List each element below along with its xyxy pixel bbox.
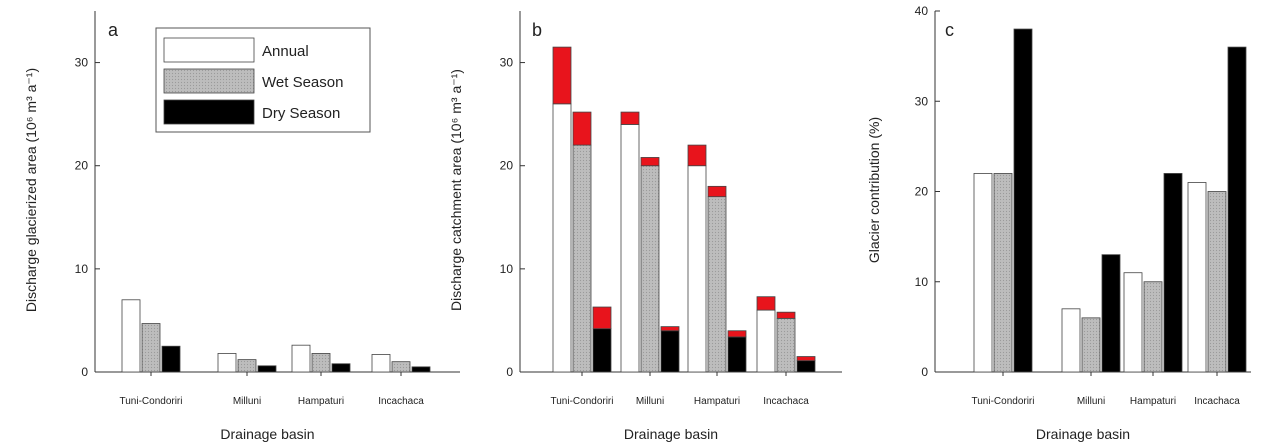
panel-label: a [108, 20, 119, 40]
chart-panel-c: 0 10 20 30 40 Tuni-Condoriri Milluni Hampaturi I… [866, 4, 1251, 442]
x-tick-label: Incachaca [763, 396, 809, 407]
bar-annual [1187, 182, 1207, 373]
x-tick-label: Tuni-Condoriri [551, 396, 614, 407]
y-tick-label: 30 [500, 56, 514, 70]
x-tick-label: Hampaturi [694, 396, 740, 407]
bar-annual [620, 124, 640, 373]
bar-annual [371, 354, 391, 373]
bar-annual [756, 309, 776, 373]
y-axis-title: Discharge catchment area (10⁶ m³ a⁻¹) [448, 69, 464, 311]
y-tick-label: 20 [915, 185, 929, 199]
legend-swatch-annual [163, 37, 255, 63]
bar-dry [1227, 46, 1247, 373]
bar-wet [1143, 281, 1163, 373]
bar-dry [727, 336, 747, 373]
bar-wet-glacier [640, 157, 660, 167]
panel-label: c [945, 20, 954, 40]
bar-wet [1081, 317, 1101, 373]
bar-dry-glacier [727, 330, 747, 338]
y-tick-label: 10 [500, 262, 514, 276]
y-tick-label: 20 [75, 159, 89, 173]
legend-swatch-dry [163, 99, 255, 125]
bar-annual [291, 344, 311, 373]
x-tick-label: Tuni-Condoriri [120, 396, 183, 407]
bar-annual [1123, 272, 1143, 373]
bar-wet [1207, 191, 1227, 373]
bar-wet [391, 361, 411, 373]
bar-annual [552, 103, 572, 373]
bar-dry [257, 365, 277, 373]
bar-annual [687, 165, 707, 373]
bar-annual [121, 299, 141, 373]
y-axis-title: Discharge glacierized area (10⁶ m³ a⁻¹) [23, 68, 39, 312]
y-tick-label: 0 [81, 365, 88, 379]
x-tick-label: Hampaturi [298, 396, 344, 407]
bar-annual-glacier [756, 296, 776, 311]
legend-swatch-wet [163, 68, 255, 94]
y-tick-label: 40 [915, 4, 929, 18]
bar-dry [1163, 173, 1183, 373]
legend-entry: Wet Season [262, 74, 343, 91]
x-tick-label: Incachaca [1194, 396, 1240, 407]
bar-annual [1061, 308, 1081, 373]
bar-dry [660, 330, 680, 373]
bar-annual [217, 353, 237, 373]
y-tick-label: 10 [915, 275, 929, 289]
y-axis-title: Glacier contribution (%) [866, 117, 882, 263]
y-tick-label: 20 [500, 159, 514, 173]
bar-wet [640, 165, 660, 373]
bar-dry [161, 345, 181, 373]
bar-wet [311, 353, 331, 373]
y-tick-label: 0 [506, 365, 513, 379]
x-axis-title: Drainage basin [220, 426, 314, 442]
bar-wet [572, 144, 592, 373]
bar-dry [1101, 254, 1121, 373]
bar-dry-glacier [796, 356, 816, 362]
bar-wet [993, 173, 1013, 373]
chart-panel-a: 0 10 20 30 Tuni-Condoriri Milluni Hampaturi Inc… [23, 11, 460, 442]
y-tick-label: 30 [915, 94, 929, 108]
bar-annual-glacier [620, 111, 640, 125]
x-tick-label: Incachaca [378, 396, 424, 407]
chart-panel-b: 0 10 20 30 Tuni-Condoriri Milluni Hampaturi Inc… [448, 11, 842, 442]
panel-label: b [532, 20, 542, 40]
bar-wet-glacier [572, 111, 592, 146]
y-tick-label: 0 [921, 365, 928, 379]
y-tick-label: 30 [75, 56, 89, 70]
bar-dry-glacier [592, 306, 612, 330]
bar-dry-glacier [660, 326, 680, 332]
bar-dry [592, 328, 612, 373]
bar-wet-glacier [707, 185, 727, 198]
x-axis-title: Drainage basin [1036, 426, 1130, 442]
bar-dry [796, 360, 816, 373]
x-tick-label: Milluni [1077, 396, 1105, 407]
bar-annual-glacier [552, 46, 572, 105]
bar-annual-glacier [687, 144, 707, 167]
bar-wet [707, 196, 727, 373]
x-tick-label: Hampaturi [1130, 396, 1176, 407]
legend-entry: Dry Season [262, 105, 340, 122]
x-tick-label: Tuni-Condoriri [972, 396, 1035, 407]
bar-dry [411, 366, 431, 373]
x-tick-label: Milluni [636, 396, 664, 407]
bar-annual [973, 173, 993, 373]
x-axis-title: Drainage basin [624, 426, 718, 442]
legend: Annual Wet Season Dry Season [155, 27, 371, 133]
bar-dry [1013, 28, 1033, 373]
x-tick-label: Milluni [233, 396, 261, 407]
bar-wet [237, 359, 257, 373]
y-tick-label: 10 [75, 262, 89, 276]
bar-wet [776, 317, 796, 373]
bar-wet [141, 323, 161, 373]
bar-wet-glacier [776, 311, 796, 319]
legend-entry: Annual [262, 43, 309, 60]
bar-dry [331, 363, 351, 373]
